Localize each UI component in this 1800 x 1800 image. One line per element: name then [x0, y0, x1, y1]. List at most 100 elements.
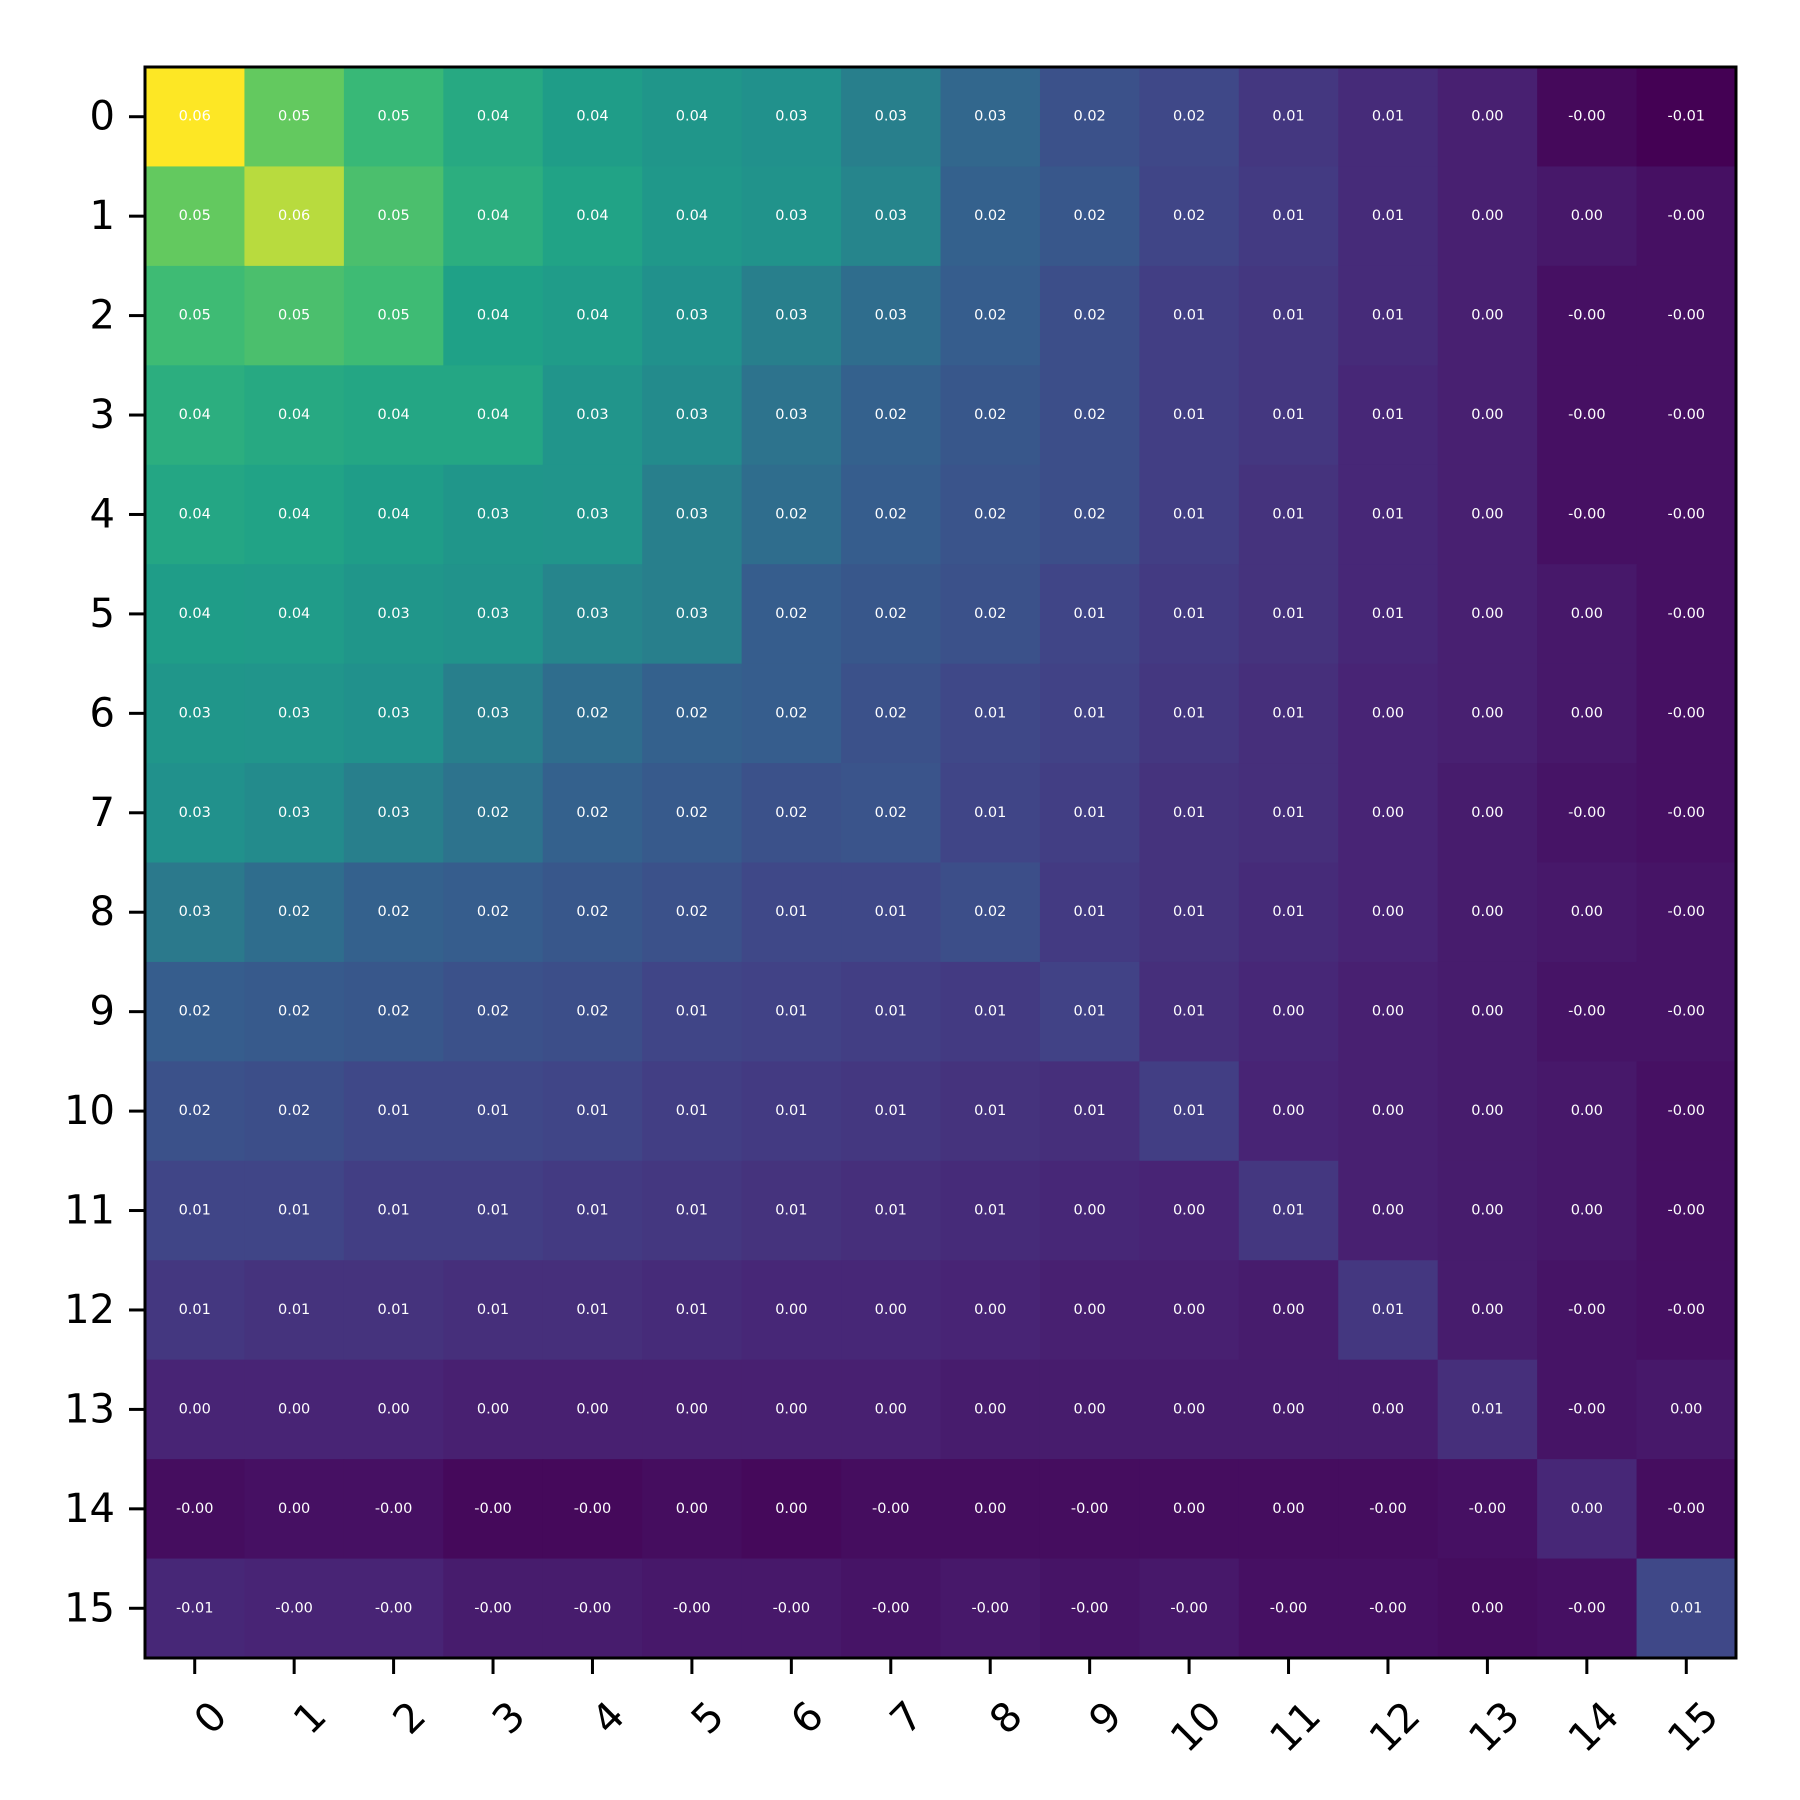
- heatmap-cell: [1636, 67, 1737, 168]
- heatmap-cell: [642, 961, 743, 1062]
- heatmap-cell: [940, 166, 1041, 267]
- cell-value-label: 0.03: [278, 805, 310, 821]
- cell-value-label: -0.00: [673, 1600, 711, 1616]
- cell-value-label: 0.02: [676, 904, 708, 920]
- cell-value-label: 0.02: [377, 1004, 409, 1020]
- heatmap-cell: [1537, 1459, 1638, 1560]
- heatmap-cell: [841, 564, 942, 665]
- cell-value-label: 0.00: [1471, 407, 1503, 423]
- cell-value-label: 0.01: [974, 1103, 1006, 1119]
- cell-value-label: 0.00: [1272, 1401, 1304, 1417]
- heatmap-cell: [1238, 166, 1339, 267]
- cell-value-label: 0.01: [278, 1203, 310, 1219]
- heatmap-cell: [1636, 1359, 1737, 1460]
- heatmap-cell: [443, 961, 544, 1062]
- cell-value-label: 0.03: [875, 109, 907, 125]
- cell-value-label: 0.01: [1173, 407, 1205, 423]
- cell-value-label: 0.03: [377, 805, 409, 821]
- heatmap-cell: [841, 1359, 942, 1460]
- heatmap-cell: [642, 763, 743, 864]
- cell-value-label: 0.00: [1173, 1302, 1205, 1318]
- heatmap-cell: [244, 1260, 345, 1361]
- heatmap-cell: [244, 464, 345, 565]
- cell-value-label: 0.06: [278, 208, 310, 224]
- heatmap-cell: [1238, 862, 1339, 963]
- cell-value-label: 0.02: [775, 506, 807, 522]
- cell-value-label: 0.01: [875, 1203, 907, 1219]
- cell-value-label: 0.00: [1571, 904, 1603, 920]
- cell-value-label: -0.00: [1668, 506, 1706, 522]
- y-tick-label: 4: [90, 491, 115, 537]
- cell-value-label: -0.00: [1568, 109, 1606, 125]
- heatmap-cell: [542, 862, 643, 963]
- heatmap-cell: [1039, 1558, 1140, 1659]
- cell-value-label: 0.00: [1372, 1203, 1404, 1219]
- cell-value-label: 0.01: [576, 1203, 608, 1219]
- x-tick-label: 7: [882, 1693, 933, 1744]
- cell-value-label: 0.04: [477, 308, 509, 324]
- heatmap-cell: [244, 1359, 345, 1460]
- cell-value-label: 0.03: [179, 705, 211, 721]
- heatmap-cell: [1238, 961, 1339, 1062]
- cell-value-label: -0.00: [1668, 1501, 1706, 1517]
- cell-value-label: 0.03: [775, 208, 807, 224]
- heatmap-cell: [343, 564, 444, 665]
- cell-value-label: 0.02: [1074, 208, 1106, 224]
- cell-value-label: 0.03: [576, 506, 608, 522]
- cell-value-label: 0.02: [278, 904, 310, 920]
- heatmap-cell: [1139, 1459, 1240, 1560]
- heatmap-cell: [1238, 1260, 1339, 1361]
- heatmap-cell: [1238, 365, 1339, 466]
- cell-value-label: -0.00: [1270, 1600, 1308, 1616]
- heatmap-cell: [1437, 961, 1538, 1062]
- cell-value-label: 0.01: [1372, 109, 1404, 125]
- cell-value-label: 0.02: [1074, 407, 1106, 423]
- cell-value-label: -0.00: [1369, 1501, 1407, 1517]
- cell-value-label: 0.00: [974, 1401, 1006, 1417]
- heatmap-cell: [841, 961, 942, 1062]
- cell-value-label: 0.03: [676, 506, 708, 522]
- heatmap-cell: [841, 663, 942, 764]
- cell-value-label: 0.02: [179, 1004, 211, 1020]
- y-tick-label: 6: [90, 690, 115, 736]
- heatmap-cell: [1437, 1359, 1538, 1460]
- heatmap-cell: [1437, 1260, 1538, 1361]
- cell-value-label: -0.00: [375, 1600, 413, 1616]
- cell-value-label: 0.05: [179, 308, 211, 324]
- cell-value-label: -0.00: [1568, 1401, 1606, 1417]
- cell-value-label: -0.00: [574, 1501, 612, 1517]
- cell-value-label: 0.04: [477, 407, 509, 423]
- cell-value-label: 0.01: [1272, 1203, 1304, 1219]
- heatmap-cell: [1437, 663, 1538, 764]
- cell-value-label: 0.00: [1372, 805, 1404, 821]
- cell-value-label: 0.01: [278, 1302, 310, 1318]
- cell-value-label: -0.00: [375, 1501, 413, 1517]
- heatmap-cell: [443, 564, 544, 665]
- cell-value-label: 0.00: [179, 1401, 211, 1417]
- cell-value-label: 0.01: [1272, 705, 1304, 721]
- y-tick-label: 7: [90, 790, 115, 836]
- heatmap-cell: [1039, 1459, 1140, 1560]
- cell-value-label: 0.03: [974, 109, 1006, 125]
- cell-value-label: 0.03: [576, 407, 608, 423]
- cell-value-label: 0.02: [974, 208, 1006, 224]
- cell-value-label: 0.01: [1173, 308, 1205, 324]
- cell-value-label: 0.00: [1571, 208, 1603, 224]
- heatmap-cell: [1039, 961, 1140, 1062]
- cell-value-label: 0.01: [179, 1203, 211, 1219]
- cell-value-label: 0.01: [775, 904, 807, 920]
- cell-value-label: 0.00: [974, 1501, 1006, 1517]
- cell-value-label: 0.01: [1173, 705, 1205, 721]
- cell-value-label: 0.01: [1074, 904, 1106, 920]
- heatmap-cell: [1437, 564, 1538, 665]
- cell-value-label: 0.00: [775, 1501, 807, 1517]
- heatmap-cell: [642, 1061, 743, 1162]
- heatmap-cell: [1139, 464, 1240, 565]
- cell-value-label: 0.00: [775, 1401, 807, 1417]
- heatmap-cell: [1139, 1359, 1240, 1460]
- heatmap-cell: [343, 265, 444, 366]
- heatmap-cell: [841, 365, 942, 466]
- cell-value-label: 0.05: [377, 308, 409, 324]
- heatmap-cell: [443, 763, 544, 864]
- x-axis: 0 1 2 3 4 5 6 7 8 9 10 11 12 13 14 15: [186, 1658, 1728, 1761]
